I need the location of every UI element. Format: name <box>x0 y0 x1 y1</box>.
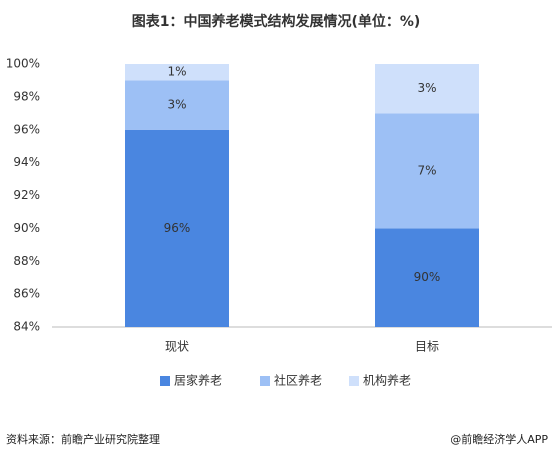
source-note: 资料来源：前瞻产业研究院整理 <box>6 432 160 446</box>
value-label: 1% <box>167 65 186 79</box>
chart-title: 图表1：中国养老模式结构发展情况(单位：%) <box>132 13 421 30</box>
value-label: 3% <box>167 98 186 112</box>
value-label: 7% <box>417 163 436 177</box>
legend-label: 社区养老 <box>274 373 322 388</box>
bar-segment <box>375 64 479 114</box>
y-tick-label: 98% <box>13 89 40 103</box>
legend-label: 机构养老 <box>363 373 411 388</box>
legend-swatch <box>260 376 270 386</box>
bar-segment <box>125 129 229 327</box>
y-tick-label: 84% <box>13 320 40 334</box>
x-tick-label: 目标 <box>415 340 439 354</box>
y-tick-label: 86% <box>13 287 40 301</box>
y-tick-label: 90% <box>13 221 40 235</box>
legend-swatch <box>160 376 170 386</box>
bar-segment <box>125 80 229 130</box>
brand-note: @前瞻经济学人APP <box>450 432 548 446</box>
x-tick-label: 现状 <box>165 340 189 354</box>
bar-segment <box>125 64 229 81</box>
y-tick-label: 100% <box>6 57 40 71</box>
legend-label: 居家养老 <box>174 373 222 388</box>
legend-swatch <box>349 376 359 386</box>
bar-segment <box>375 228 479 327</box>
y-tick-label: 92% <box>13 188 40 202</box>
y-tick-label: 96% <box>13 122 40 136</box>
value-label: 90% <box>414 270 441 284</box>
value-label: 96% <box>164 221 191 235</box>
y-tick-label: 94% <box>13 155 40 169</box>
value-label: 3% <box>417 81 436 95</box>
y-tick-label: 88% <box>13 254 40 268</box>
bar-segment <box>375 113 479 229</box>
